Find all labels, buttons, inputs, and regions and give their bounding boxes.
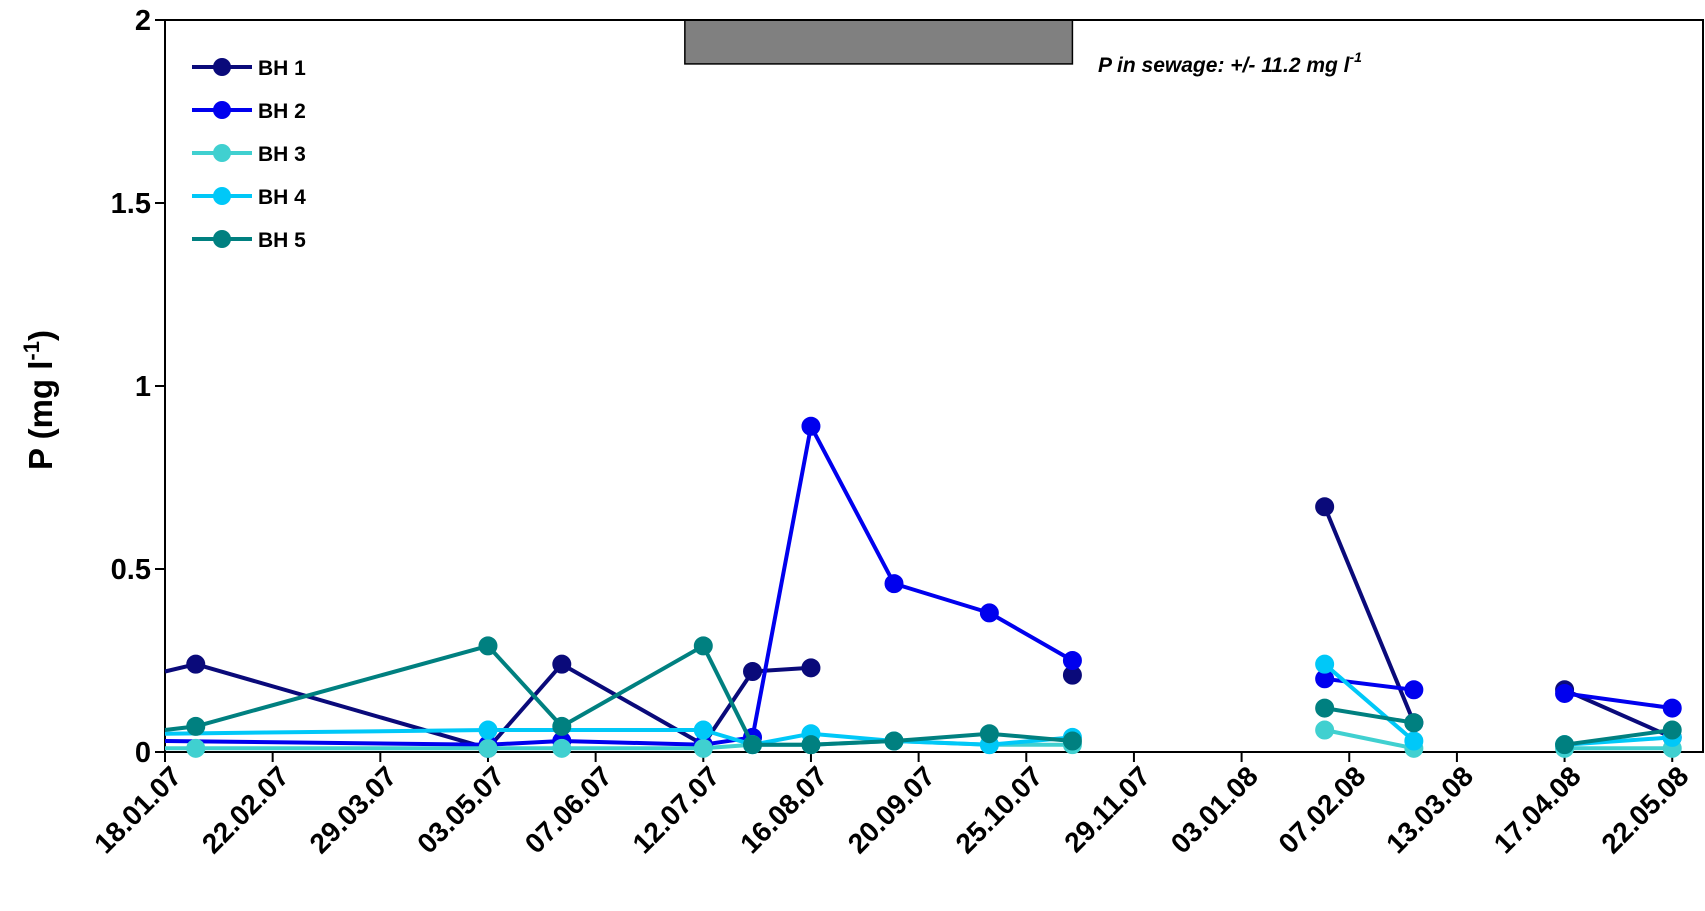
data-point-bh-2 — [1555, 683, 1575, 703]
legend-swatch-marker — [213, 101, 231, 119]
series-line-bh-3 — [1324, 728, 1415, 751]
sewage-annotation-text: P in sewage: +/- 11.2 mg l — [1098, 54, 1351, 77]
data-point-bh-5 — [186, 716, 206, 736]
data-point-bh-2 — [801, 416, 821, 436]
data-point-bh-2 — [884, 574, 904, 594]
data-point-bh-1 — [186, 654, 206, 674]
x-tick-label: 29.03.07 — [304, 760, 403, 859]
series-layer — [164, 416, 1682, 758]
legend-label: BH 2 — [258, 100, 306, 123]
x-tick-label: 25.10.07 — [950, 760, 1049, 859]
x-tick-label: 03.01.08 — [1165, 760, 1264, 859]
plot-frame — [164, 19, 1704, 753]
x-tick-label: 22.02.07 — [196, 760, 295, 859]
data-point-bh-1 — [801, 658, 821, 678]
sewage-annotation: P in sewage: +/- 11.2 mg l-1 — [1098, 49, 1362, 77]
data-point-bh-4 — [1404, 731, 1424, 751]
y-tick-label: 0 — [135, 737, 151, 769]
data-point-bh-3 — [693, 738, 713, 758]
x-tick-label: 22.05.08 — [1595, 760, 1694, 859]
x-tick-label: 03.05.07 — [411, 760, 510, 859]
legend-swatch-marker — [213, 144, 231, 162]
legend-swatch-marker — [213, 58, 231, 76]
data-point-bh-2 — [979, 603, 999, 623]
series-bh-1 — [164, 497, 1682, 758]
x-tick-label: 13.03.08 — [1380, 760, 1479, 859]
y-axis-label-main: P (mg l — [22, 361, 59, 470]
x-tick-label: 07.02.08 — [1273, 760, 1372, 859]
data-point-bh-1 — [552, 654, 572, 674]
data-point-bh-1 — [743, 661, 763, 681]
y-tick-label: 0.5 — [111, 554, 151, 586]
legend-item-bh-1: BH 1 — [192, 57, 306, 80]
x-tick-label: 17.04.08 — [1488, 760, 1587, 859]
y-tick-label: 2 — [135, 5, 151, 37]
legend-item-bh-2: BH 2 — [192, 100, 306, 123]
data-point-bh-4 — [478, 720, 498, 740]
data-point-bh-5 — [693, 636, 713, 656]
shaded-period-layer — [684, 19, 1074, 65]
data-point-bh-5 — [478, 636, 498, 656]
x-tick-label: 20.09.07 — [842, 760, 941, 859]
legend-item-bh-5: BH 5 — [192, 229, 306, 252]
legend-swatch-marker — [213, 187, 231, 205]
labels-layer: P (mg l-1) P in sewage: +/- 11.2 mg l-1 — [19, 49, 1362, 470]
series-line-bh-2 — [1564, 691, 1673, 711]
data-point-bh-3 — [1315, 720, 1335, 740]
data-point-bh-4 — [1315, 654, 1335, 674]
data-point-bh-5 — [743, 735, 763, 755]
legend-item-bh-3: BH 3 — [192, 143, 306, 166]
data-point-bh-4 — [693, 720, 713, 740]
series-line-bh-5 — [1564, 728, 1673, 747]
data-point-bh-3 — [552, 738, 572, 758]
data-point-bh-5 — [979, 724, 999, 744]
data-point-bh-3 — [186, 738, 206, 758]
y-tick-label: 1 — [135, 371, 151, 403]
series-bh-2 — [164, 416, 1682, 755]
series-line-bh-4 — [164, 728, 1073, 747]
x-tick-label: 16.08.07 — [734, 760, 833, 859]
legend: BH 1 BH 2 BH 3 BH 4 BH 5 — [192, 57, 306, 252]
data-point-bh-5 — [884, 731, 904, 751]
series-line-bh-1 — [1322, 506, 1416, 724]
legend-label: BH 4 — [258, 186, 306, 209]
x-tick-label: 07.06.07 — [519, 760, 618, 859]
data-point-bh-5 — [801, 735, 821, 755]
data-point-bh-5 — [1062, 731, 1082, 751]
y-axis-label: P (mg l-1) — [19, 330, 59, 470]
y-axis-label-superscript: -1 — [19, 341, 44, 361]
data-point-bh-3 — [478, 738, 498, 758]
data-point-bh-5 — [1555, 735, 1575, 755]
data-point-bh-5 — [1662, 720, 1682, 740]
series-line-bh-5 — [1324, 706, 1415, 725]
data-point-bh-2 — [1062, 651, 1082, 670]
y-tick-label: 1.5 — [111, 188, 151, 220]
data-point-bh-5 — [1315, 698, 1335, 718]
series-line-bh-5 — [164, 643, 1073, 747]
x-tick-label: 18.01.07 — [88, 760, 187, 859]
x-tick-label: 29.11.07 — [1058, 760, 1156, 858]
shaded-period-bar — [684, 19, 1074, 65]
series-line-bh-4 — [1323, 662, 1416, 743]
data-point-bh-5 — [552, 716, 572, 736]
legend-label: BH 1 — [258, 57, 306, 80]
x-tick-label: 12.07.07 — [627, 760, 726, 859]
legend-label: BH 3 — [258, 143, 306, 166]
data-point-bh-2 — [1662, 698, 1682, 718]
series-bh-5 — [164, 636, 1682, 755]
series-line-bh-2 — [1324, 676, 1415, 692]
sewage-annotation-superscript: -1 — [1350, 49, 1363, 65]
data-point-bh-2 — [1404, 680, 1424, 700]
data-point-bh-5 — [1404, 713, 1424, 733]
legend-item-bh-4: BH 4 — [192, 186, 306, 209]
legend-swatch-marker — [213, 230, 231, 248]
y-axis-label-end: ) — [22, 330, 59, 341]
data-point-bh-1 — [1315, 497, 1335, 517]
legend-label: BH 5 — [258, 229, 306, 252]
